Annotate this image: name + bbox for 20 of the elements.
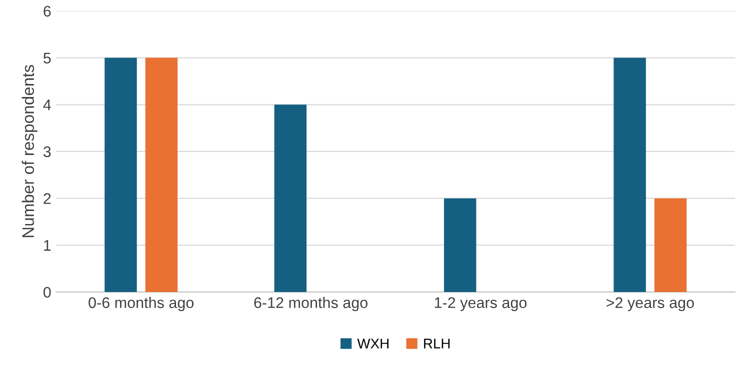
y-tick-label: 0 [43, 286, 51, 298]
bar [654, 198, 687, 292]
bar [274, 104, 307, 292]
x-tick-label: >2 years ago [606, 297, 694, 312]
x-tick-label: 1-2 years ago [434, 297, 527, 312]
bar [614, 58, 646, 292]
y-axis-title: Number of respondents [22, 64, 38, 238]
x-tick-label: 0-6 months ago [88, 296, 194, 312]
bar [104, 58, 137, 292]
legend-label: WXH [357, 338, 388, 348]
y-tick-label: 2 [44, 193, 51, 204]
bar [444, 198, 476, 292]
legend-label: RLH [424, 338, 450, 348]
y-tick-label: 1 [44, 240, 51, 251]
y-tick-label: 3 [43, 146, 51, 158]
y-tick-label: 6 [44, 6, 51, 17]
x-tick-label: 6-12 months ago [254, 296, 368, 312]
y-tick-label: 4 [43, 100, 51, 110]
y-tick-label: 5 [44, 52, 51, 64]
bar [145, 58, 178, 292]
